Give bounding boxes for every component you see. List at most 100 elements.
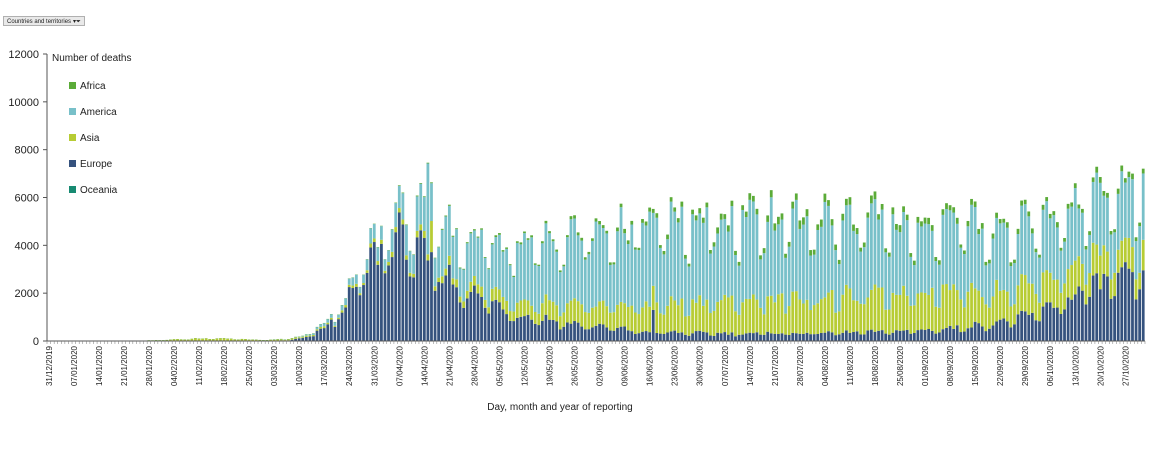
bar-asia — [465, 290, 469, 299]
bar-asia — [1134, 279, 1138, 300]
bar-europe — [326, 324, 330, 341]
bar-asia — [294, 337, 297, 339]
bar-africa — [494, 235, 498, 238]
bar-america — [673, 211, 677, 301]
bar-africa — [616, 227, 619, 232]
bar-america — [1070, 206, 1074, 266]
bar-america — [705, 207, 709, 300]
bar-america — [490, 244, 494, 289]
bar-asia — [862, 304, 866, 335]
bar-europe — [451, 284, 455, 341]
bar-europe — [955, 325, 959, 341]
bar-africa — [952, 207, 956, 213]
bar-asia — [966, 291, 970, 329]
bar-america — [312, 333, 315, 335]
bar-europe — [430, 252, 433, 341]
bar-africa — [830, 219, 834, 226]
bar-africa — [651, 208, 655, 213]
bar-america — [769, 197, 773, 296]
bar-america — [1016, 234, 1020, 286]
bar-europe — [1081, 290, 1084, 341]
countries-filter-button[interactable]: Countries and territories ▾⏷ — [3, 16, 85, 26]
bar-europe — [726, 334, 730, 341]
bar-europe — [701, 331, 705, 341]
bar-europe — [329, 319, 333, 341]
bar-america — [1020, 205, 1023, 275]
bar-asia — [462, 301, 466, 308]
x-tick-label: 28/01/2020 — [145, 345, 154, 386]
bar-europe — [648, 332, 652, 341]
bar-america — [580, 240, 584, 305]
bar-europe — [401, 224, 405, 341]
bar-asia — [490, 288, 494, 302]
bar-america — [544, 223, 548, 295]
x-tick-label: 08/09/2020 — [946, 345, 955, 386]
bar-africa — [802, 217, 805, 225]
bar-asia — [909, 305, 913, 334]
filter-label: Countries and territories — [7, 19, 72, 25]
bar-europe — [945, 327, 948, 341]
bar-asia — [583, 312, 587, 330]
bar-asia — [419, 224, 423, 231]
x-tick-label: 14/04/2020 — [420, 345, 429, 386]
bar-europe — [626, 330, 630, 341]
bar-europe — [315, 330, 319, 341]
bar-africa — [447, 204, 451, 206]
bar-africa — [1034, 248, 1038, 253]
bar-europe — [1005, 321, 1009, 341]
bar-europe — [802, 333, 805, 341]
bar-asia — [912, 305, 916, 333]
bar-asia — [805, 299, 809, 333]
bar-africa — [848, 197, 852, 205]
bar-africa — [684, 254, 687, 259]
bar-america — [573, 218, 576, 299]
bar-asia — [515, 302, 519, 318]
bar-europe — [934, 333, 938, 341]
bar-america — [723, 218, 727, 295]
x-tick-label: 03/03/2020 — [270, 345, 279, 386]
bar-africa — [562, 264, 566, 267]
bar-america — [712, 246, 716, 311]
bar-africa — [1066, 203, 1070, 209]
bar-europe — [462, 307, 466, 341]
bar-america — [1034, 252, 1038, 294]
bar-america — [937, 264, 941, 308]
bar-asia — [787, 306, 791, 336]
bar-asia — [594, 306, 598, 326]
bar-america — [591, 240, 594, 308]
bar-asia — [240, 339, 244, 341]
bar-america — [1002, 222, 1006, 290]
y-tick-label: 6000 — [15, 193, 39, 205]
bar-america — [809, 255, 812, 311]
bar-america — [741, 209, 745, 303]
bar-asia — [641, 307, 644, 332]
bar-america — [1084, 249, 1088, 285]
bar-europe — [494, 299, 498, 341]
bar-africa — [945, 203, 948, 210]
bar-europe — [340, 312, 344, 341]
bar-europe — [877, 330, 880, 341]
bar-africa — [744, 211, 748, 217]
bar-europe — [390, 257, 394, 341]
bar-europe — [730, 332, 734, 341]
bar-europe — [1048, 302, 1052, 341]
bar-europe — [508, 320, 512, 341]
bar-america — [633, 249, 637, 313]
bar-europe — [805, 332, 809, 341]
bar-asia — [945, 284, 948, 328]
bar-asia — [830, 290, 834, 333]
bar-europe — [365, 272, 369, 341]
bar-america — [351, 277, 355, 286]
bar-africa — [1009, 262, 1013, 267]
bar-asia — [219, 338, 222, 341]
bar-america — [637, 250, 641, 315]
bar-asia — [1023, 275, 1027, 312]
bar-asia — [526, 300, 530, 315]
bar-america — [322, 323, 326, 327]
bar-america — [444, 216, 448, 269]
bar-europe — [533, 323, 537, 341]
bar-asia — [390, 251, 394, 258]
bar-america — [297, 336, 301, 338]
bar-america — [684, 258, 687, 317]
bar-asia — [591, 307, 594, 328]
